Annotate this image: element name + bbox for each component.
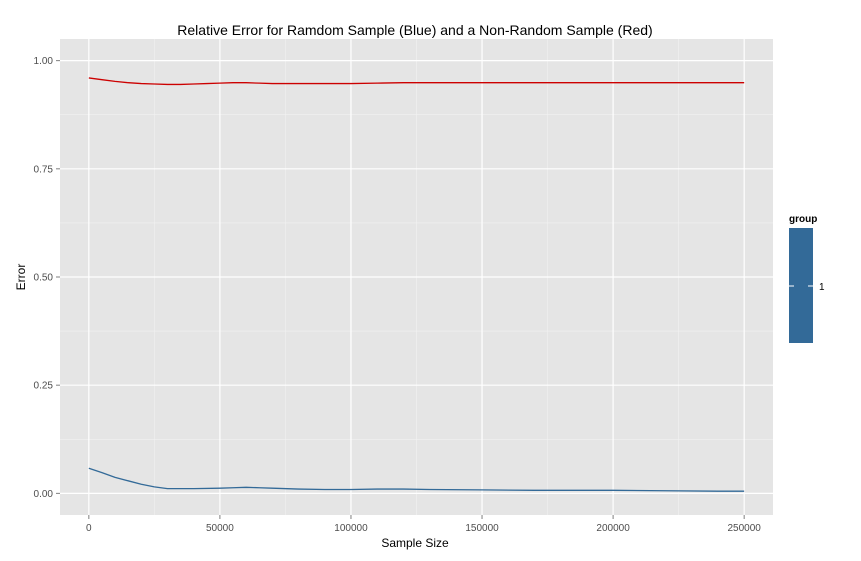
- series-layer: [88, 77, 745, 492]
- legend-label: 1: [819, 282, 825, 293]
- major-gridlines: [60, 39, 773, 515]
- y-tick-label: 1.00: [34, 56, 54, 67]
- x-tick-label: 200000: [596, 523, 630, 534]
- x-tick-label: 250000: [727, 523, 761, 534]
- y-tick-label: 0.00: [34, 489, 54, 500]
- y-axis: 0.00 0.25 0.50 0.75 1.00: [34, 56, 60, 500]
- y-axis-title: Error: [14, 264, 28, 291]
- x-axis-title: Sample Size: [381, 536, 449, 550]
- legend-title: group: [789, 214, 817, 225]
- x-tick-label: 0: [86, 523, 92, 534]
- x-tick-label: 150000: [465, 523, 499, 534]
- x-tick-label: 100000: [334, 523, 368, 534]
- y-tick-label: 0.75: [34, 164, 54, 175]
- chart-title: Relative Error for Ramdom Sample (Blue) …: [177, 22, 652, 38]
- y-tick-label: 0.25: [34, 381, 54, 392]
- series-line-1: [88, 77, 745, 86]
- legend: group 1: [789, 214, 825, 343]
- series-line-2: [88, 467, 745, 492]
- y-tick-label: 0.50: [34, 273, 54, 284]
- x-axis: 0 50000 100000 150000 200000 250000: [86, 515, 761, 534]
- x-tick-label: 50000: [206, 523, 234, 534]
